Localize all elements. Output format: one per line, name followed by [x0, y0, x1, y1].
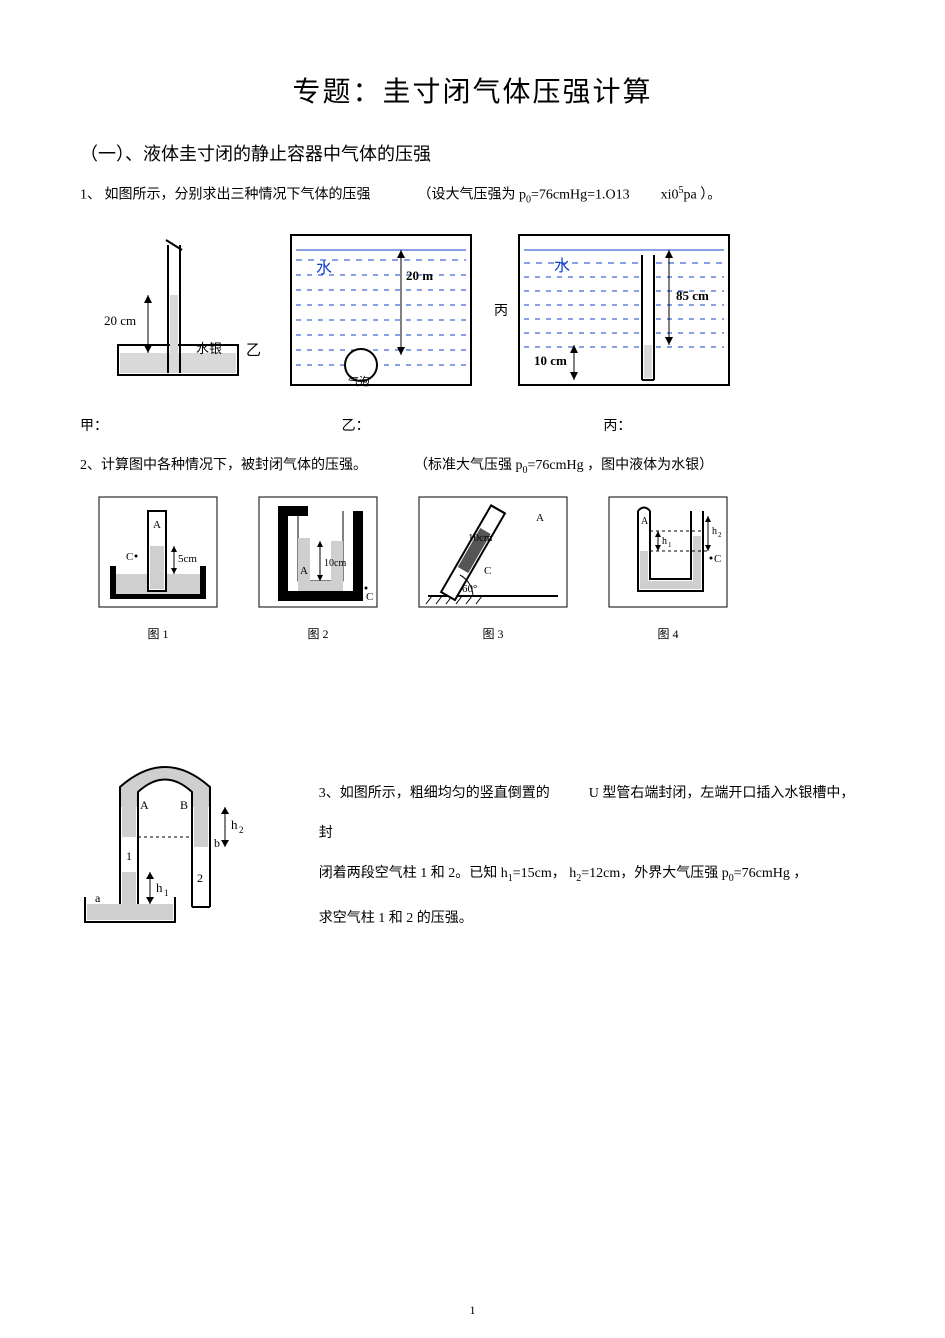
yi-char-marker: 乙 [246, 343, 261, 359]
fig1-h: 5cm [178, 553, 197, 565]
q3-one: 1 [126, 849, 132, 863]
document-title: 专题：圭寸闭气体压强计算 [80, 70, 865, 110]
q1-paren-a: （设大气压强为 p [418, 188, 527, 203]
figure-jia: 20 cm 水银 乙 [98, 225, 268, 395]
section-1-heading: （一）、液体圭寸闭的静止容器中气体的压强 [80, 140, 865, 166]
q3-line2-a: 闭着两段空气柱 1 和 2。已知 h [319, 866, 508, 881]
yi-depth-label: 20 m [406, 268, 433, 283]
fig2-caption: 图 2 [258, 625, 378, 642]
fig3-A: A [536, 512, 544, 524]
q2-paren: （标准大气压强 p [414, 458, 523, 473]
q3-b: b [214, 836, 220, 850]
figure-4: A C h 1 h 2 [608, 496, 728, 616]
yi-bubble-label: 气泡 [348, 374, 370, 388]
fig4-h1: h [662, 536, 667, 547]
q3-line1-a: 3、如图所示，粗细均匀的竖直倒置的 [319, 786, 550, 801]
figure-3: 60° 10cm A C [418, 496, 568, 616]
fig2-h: 10cm [324, 558, 346, 569]
figure-yi: 水 20 m 气泡 [286, 225, 476, 395]
fig3-len: 10cm [468, 532, 493, 544]
q1-paren-b: =76cmHg=1.O13 [531, 188, 630, 203]
figure-bing-wrapper: 丙 水 [494, 225, 734, 395]
question-2-text: 2、计算图中各种情况下，被封闭气体的压强。 （标准大气压强 p0=76cmHg … [80, 455, 865, 482]
q2-prefix: 2、计算图中各种情况下，被封闭气体的压强。 [80, 458, 367, 473]
answer-bing: 丙： [603, 415, 865, 435]
q3-line2-c: =12cm，外界大气压强 p [581, 866, 729, 881]
q3-two: 2 [197, 871, 203, 885]
q3-B: B [180, 798, 188, 812]
q1-paren-c: xi0 [661, 188, 679, 203]
figure-1: A C 5cm [98, 496, 218, 616]
figure-4-wrapper: A C h 1 h 2 图 4 [608, 496, 728, 642]
figure-bing: 水 85 cm 10 cm [514, 225, 734, 395]
page-number: 1 [0, 1303, 945, 1318]
fig3-caption: 图 3 [418, 625, 568, 642]
fig4-h1-sub: 1 [668, 541, 672, 549]
q3-line3: 求空气柱 1 和 2 的压强。 [319, 899, 865, 939]
fig2-A: A [300, 565, 308, 577]
fig4-h2: h [712, 526, 717, 537]
q3-line2-d: =76cmHg ， [734, 866, 808, 881]
q1-paren-d: pa ）。 [684, 188, 722, 203]
q3-h1-sub: 1 [164, 888, 169, 898]
question-1-text: 1、 如图所示，分别求出三种情况下气体的压强 （设大气压强为 p0=76cmHg… [80, 180, 865, 211]
figure-q3: A B 1 2 a b h 1 h 2 [80, 752, 289, 942]
fig4-caption: 图 4 [608, 625, 728, 642]
figure-2: A 10cm C [258, 496, 378, 616]
q3-line2: 闭着两段空气柱 1 和 2。已知 h1=15cm， h2=12cm，外界大气压强… [319, 854, 865, 899]
q1-answer-row: 甲： 乙： 丙： [80, 415, 865, 435]
page: 专题：圭寸闭气体压强计算 （一）、液体圭寸闭的静止容器中气体的压强 1、 如图所… [0, 0, 945, 1338]
fig3-C: C [484, 565, 491, 577]
q2-paren-tail: =76cmHg ，图中液体为水银） [528, 458, 714, 473]
q3-h2: h [231, 817, 238, 832]
fig4-h2-sub: 2 [718, 531, 722, 539]
jia-height-label: 20 cm [104, 313, 136, 328]
figure-1-wrapper: A C 5cm 图 1 [98, 496, 218, 642]
yi-water-char: 水 [316, 259, 332, 277]
q1-figure-row: 20 cm 水银 乙 水 20 m [98, 225, 865, 395]
q3-line1: 3、如图所示，粗细均匀的竖直倒置的 U 型管右端封闭，左端开口插入水银槽中，封 [319, 774, 865, 854]
q3-h1: h [156, 880, 163, 895]
figure-2-wrapper: A 10cm C 图 2 [258, 496, 378, 642]
q2-figure-row: A C 5cm 图 1 [98, 496, 865, 642]
q3-a: a [95, 891, 101, 905]
q3-A: A [140, 798, 149, 812]
bing-h-label: 85 cm [676, 288, 709, 303]
answer-jia: 甲： [80, 415, 342, 435]
q1-prefix: 1、 如图所示，分别求出三种情况下气体的压强 [80, 188, 371, 203]
fig1-caption: 图 1 [98, 625, 218, 642]
figure-3-wrapper: 60° 10cm A C 图 3 [418, 496, 568, 642]
fig1-C: C [126, 551, 133, 563]
question-3-block: A B 1 2 a b h 1 h 2 3、如图所示，粗细均匀的竖直倒置 [80, 752, 865, 942]
fig4-C: C [714, 553, 721, 565]
fig2-C: C [366, 591, 373, 603]
jia-liquid-label: 水银 [196, 341, 222, 356]
q3-line2-b: =15cm， h [513, 866, 577, 881]
fig4-A: A [641, 516, 649, 527]
bing-bottom-label: 10 cm [534, 353, 567, 368]
bing-water-char: 水 [554, 257, 570, 275]
bing-char-marker: 丙 [494, 300, 508, 320]
answer-yi: 乙： [342, 415, 604, 435]
fig1-A: A [153, 519, 161, 531]
fig3-angle: 60° [462, 583, 477, 595]
q3-h2-sub: 2 [239, 825, 244, 835]
question-3-text: 3、如图所示，粗细均匀的竖直倒置的 U 型管右端封闭，左端开口插入水银槽中，封 … [289, 752, 865, 939]
